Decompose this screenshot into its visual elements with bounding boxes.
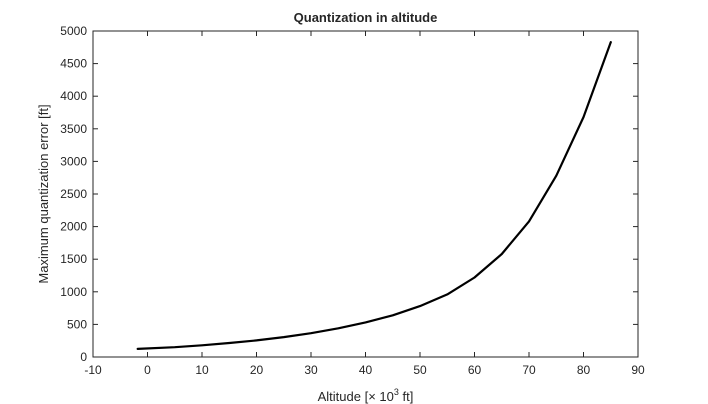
y-tick-label: 0 — [80, 350, 87, 364]
x-axis-label: Altitude [× 103 ft] — [318, 387, 414, 404]
x-axis-label-prefix: Altitude [ — [318, 389, 369, 404]
series-point — [582, 116, 585, 118]
x-tick-label: 50 — [413, 363, 427, 377]
chart-title: Quantization in altitude — [294, 10, 438, 25]
x-axis-label-suffix: ft] — [399, 389, 413, 404]
x-axis-ticks: -10 0 10 20 30 40 50 60 70 80 90 — [84, 31, 645, 377]
y-axis-ticks: 0 500 1000 1500 2000 2500 3000 3500 4000 4500 5000 — [60, 24, 638, 364]
y-tick-label: 2000 — [60, 220, 87, 234]
y-axis-label: Maximum quantization error [ft] — [36, 104, 51, 283]
series-point — [255, 339, 258, 342]
x-axis-label-times: × — [368, 389, 376, 404]
y-tick-label: 5000 — [60, 24, 87, 38]
series-point — [310, 332, 312, 335]
plot-area — [92, 30, 639, 358]
y-tick-label: 2500 — [60, 187, 87, 201]
y-tick-label: 500 — [67, 317, 87, 331]
x-tick-label: 0 — [144, 363, 151, 377]
series-point — [555, 174, 558, 177]
series-point — [136, 348, 139, 350]
series-point — [173, 346, 176, 349]
series-layer — [136, 40, 612, 350]
y-tick-label: 1500 — [60, 252, 87, 266]
y-tick-label: 1000 — [60, 285, 87, 299]
series-line-0 — [136, 40, 612, 350]
y-tick-label: 4500 — [60, 57, 87, 71]
x-tick-label: 70 — [522, 363, 536, 377]
x-tick-label: 90 — [631, 363, 645, 377]
series-point — [391, 314, 394, 317]
y-tick-label: 3500 — [60, 122, 87, 136]
x-tick-label: 30 — [304, 363, 318, 377]
x-tick-label: 40 — [359, 363, 373, 377]
x-tick-label: 10 — [195, 363, 209, 377]
series-point — [282, 336, 285, 338]
x-axis-label-exponent: 3 — [394, 387, 399, 397]
x-tick-label: 20 — [250, 363, 264, 377]
y-tick-label: 4000 — [60, 89, 87, 103]
x-tick-label: 60 — [468, 363, 482, 377]
x-tick-label: -10 — [84, 363, 102, 377]
series-point — [228, 342, 231, 344]
x-tick-label: 80 — [577, 363, 591, 377]
series-point — [500, 253, 503, 255]
series-point — [528, 220, 530, 223]
series-point — [201, 344, 203, 347]
series-point — [337, 327, 340, 330]
series-point — [609, 41, 612, 43]
series-point — [446, 293, 449, 296]
y-tick-label: 3000 — [60, 154, 87, 168]
series-point — [473, 276, 476, 279]
series-point — [364, 321, 367, 324]
series-point — [419, 305, 421, 307]
x-axis-label-base: 10 — [376, 389, 394, 404]
